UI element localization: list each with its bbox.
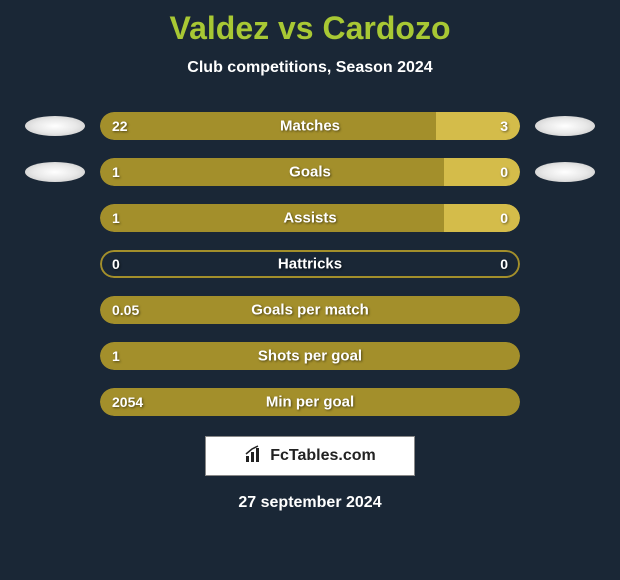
bar-left-segment bbox=[100, 204, 444, 232]
stat-label: Hattricks bbox=[278, 256, 342, 273]
subtitle: Club competitions, Season 2024 bbox=[0, 59, 620, 77]
bar-right-segment bbox=[444, 204, 520, 232]
chart-icon bbox=[244, 444, 264, 469]
stat-label: Goals bbox=[289, 164, 331, 181]
stat-value-right: 0 bbox=[500, 164, 508, 180]
stat-value-left: 0.05 bbox=[112, 302, 139, 318]
stat-bar: 2054 Min per goal bbox=[100, 388, 520, 416]
stat-value-left: 1 bbox=[112, 210, 120, 226]
stat-label: Assists bbox=[283, 210, 336, 227]
stat-value-left: 2054 bbox=[112, 394, 143, 410]
stat-value-left: 0 bbox=[112, 256, 120, 272]
stat-row: 1 0 Assists bbox=[10, 204, 610, 232]
stat-row: 1 Shots per goal bbox=[10, 342, 610, 370]
bar-left-segment bbox=[100, 112, 436, 140]
comparison-area: 22 3 Matches 1 0 Goals 1 0 Assists 0 0 Hattricks 0.0… bbox=[0, 112, 620, 416]
team-badge-left bbox=[10, 162, 100, 182]
stat-label: Goals per match bbox=[251, 302, 369, 319]
stat-value-left: 1 bbox=[112, 348, 120, 364]
stat-label: Shots per goal bbox=[258, 348, 362, 365]
ellipse-icon bbox=[25, 162, 85, 182]
stat-label: Matches bbox=[280, 118, 340, 135]
site-badge[interactable]: FcTables.com bbox=[205, 436, 415, 476]
stat-label: Min per goal bbox=[266, 394, 354, 411]
stat-value-right: 0 bbox=[500, 210, 508, 226]
site-name: FcTables.com bbox=[270, 447, 376, 465]
team-badge-right bbox=[520, 162, 610, 182]
stat-bar: 22 3 Matches bbox=[100, 112, 520, 140]
stat-bar: 1 0 Goals bbox=[100, 158, 520, 186]
stat-row: 1 0 Goals bbox=[10, 158, 610, 186]
ellipse-icon bbox=[25, 116, 85, 136]
team-badge-left bbox=[10, 116, 100, 136]
team-badge-right bbox=[520, 116, 610, 136]
bar-left-segment bbox=[100, 158, 444, 186]
stat-bar: 1 0 Assists bbox=[100, 204, 520, 232]
stat-row: 22 3 Matches bbox=[10, 112, 610, 140]
stat-row: 0.05 Goals per match bbox=[10, 296, 610, 324]
stat-bar: 0.05 Goals per match bbox=[100, 296, 520, 324]
stat-bar: 0 0 Hattricks bbox=[100, 250, 520, 278]
bar-right-segment bbox=[444, 158, 520, 186]
stat-value-left: 1 bbox=[112, 164, 120, 180]
stat-row: 0 0 Hattricks bbox=[10, 250, 610, 278]
ellipse-icon bbox=[535, 116, 595, 136]
footer-date: 27 september 2024 bbox=[0, 494, 620, 512]
page-title: Valdez vs Cardozo bbox=[0, 0, 620, 47]
ellipse-icon bbox=[535, 162, 595, 182]
stat-value-right: 0 bbox=[500, 256, 508, 272]
stat-value-right: 3 bbox=[500, 118, 508, 134]
stat-value-left: 22 bbox=[112, 118, 128, 134]
stat-row: 2054 Min per goal bbox=[10, 388, 610, 416]
stat-bar: 1 Shots per goal bbox=[100, 342, 520, 370]
